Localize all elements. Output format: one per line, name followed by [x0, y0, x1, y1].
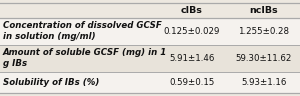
- Text: 59.30±11.62: 59.30±11.62: [236, 54, 292, 63]
- Text: cIBs: cIBs: [181, 6, 203, 15]
- Text: 0.125±0.029: 0.125±0.029: [164, 27, 220, 36]
- Text: g IBs: g IBs: [3, 59, 27, 68]
- Bar: [0, 18, 300, 45]
- Text: Amount of soluble GCSF (mg) in 1: Amount of soluble GCSF (mg) in 1: [3, 48, 167, 57]
- Text: 1.255±0.28: 1.255±0.28: [238, 27, 290, 36]
- Bar: [0, 3, 300, 18]
- Text: ncIBs: ncIBs: [250, 6, 278, 15]
- Text: Solubility of IBs (%): Solubility of IBs (%): [3, 78, 99, 87]
- Text: 0.59±0.15: 0.59±0.15: [169, 78, 215, 87]
- Text: in solution (mg/ml): in solution (mg/ml): [3, 32, 96, 41]
- Text: Concentration of dissolved GCSF: Concentration of dissolved GCSF: [3, 21, 162, 30]
- Bar: [0, 45, 300, 72]
- Text: 5.93±1.16: 5.93±1.16: [241, 78, 287, 87]
- Bar: [0, 72, 300, 93]
- Text: 5.91±1.46: 5.91±1.46: [169, 54, 215, 63]
